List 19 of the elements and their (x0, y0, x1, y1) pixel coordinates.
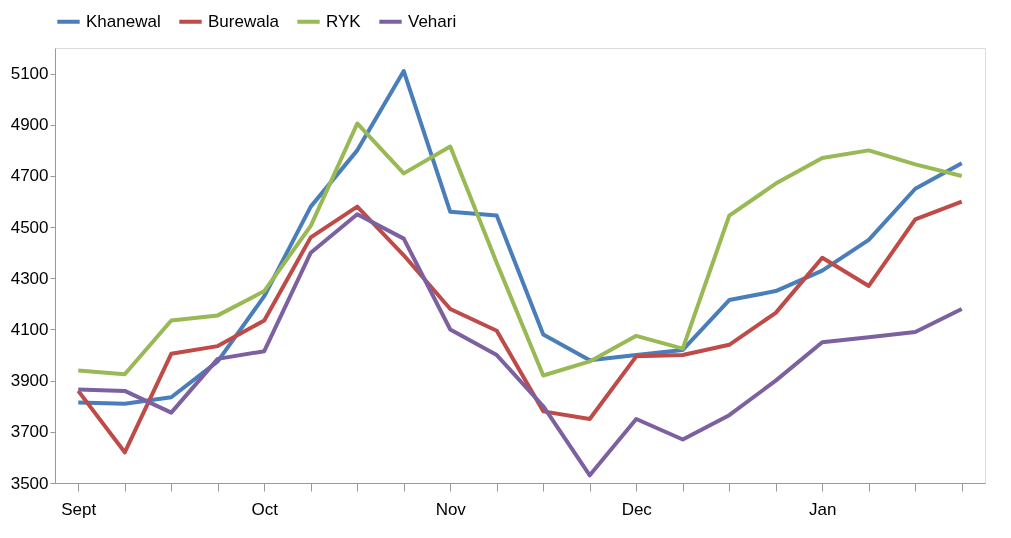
y-tick-label: 4500 (10, 217, 49, 237)
x-tick-label: Nov (435, 499, 467, 519)
x-tick-label: Oct (251, 499, 279, 519)
y-tick-label: 4100 (10, 319, 49, 339)
legend-label: Khanewal (86, 11, 161, 31)
y-tick-label: 5100 (10, 64, 49, 84)
y-tick-label: 3900 (10, 371, 49, 391)
line-series (76, 121, 964, 378)
legend-label: RYK (326, 11, 362, 31)
y-tick-label: 3500 (10, 473, 49, 493)
y-tick-label: 3700 (10, 422, 49, 442)
x-tick-label: Dec (621, 499, 653, 519)
x-tick-label: Jan (809, 499, 837, 519)
legend-label: Vehari (408, 11, 457, 31)
legend-label: Burewala (208, 11, 280, 31)
y-tick-label: 4900 (10, 115, 49, 135)
y-tick-label: 4300 (10, 268, 49, 288)
x-tick-label: Sept (61, 499, 97, 519)
y-tick-label: 4700 (10, 166, 49, 186)
